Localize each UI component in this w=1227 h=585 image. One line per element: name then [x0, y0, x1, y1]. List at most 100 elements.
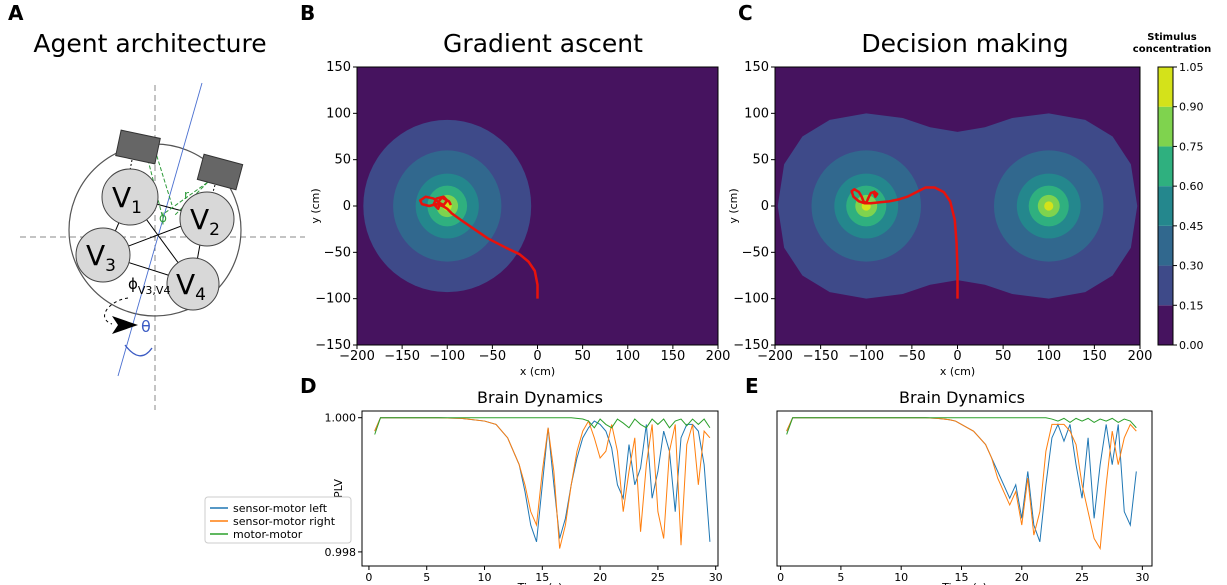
- x-tick-label: −50: [898, 349, 925, 364]
- colorbar-band: [1158, 186, 1173, 226]
- colorbar-band: [1158, 305, 1173, 345]
- x-axis-label: Time (s): [517, 581, 563, 585]
- panel-letter: C: [738, 1, 753, 25]
- trajectory: [418, 195, 539, 299]
- legend-label: sensor-motor left: [233, 502, 328, 515]
- sensor: [196, 153, 244, 191]
- node-v: V: [112, 181, 131, 214]
- x-tick-label: −50: [479, 349, 506, 364]
- x-tick-label: 150: [660, 349, 685, 364]
- x-tick-label: 10: [894, 571, 908, 584]
- y-tick-label: 0: [343, 199, 351, 214]
- x-tick-label: 50: [995, 349, 1012, 364]
- x-tick-label: 5: [423, 571, 430, 584]
- x-tick-label: −100: [429, 349, 465, 364]
- x-tick-label: 25: [651, 571, 665, 584]
- series-line: [374, 417, 711, 543]
- x-tick-label: 200: [1128, 349, 1153, 364]
- panel-title: Gradient ascent: [443, 29, 643, 58]
- rotation-arrow: [104, 297, 129, 325]
- y-tick-label: −50: [324, 245, 351, 260]
- node-label: V2: [190, 203, 220, 240]
- y-tick-label: −100: [315, 292, 351, 307]
- x-tick-label: 30: [1135, 571, 1149, 584]
- colorbar-tick-label: 1.05: [1179, 61, 1204, 74]
- y-tick-label: −100: [733, 292, 769, 307]
- y-axis-label: PLV: [332, 478, 345, 498]
- panel-letter: D: [300, 374, 317, 398]
- x-tick-label: 30: [709, 571, 723, 584]
- x-tick-label: −200: [339, 349, 375, 364]
- nodes: [75, 168, 235, 311]
- colorbar-tick-label: 0.75: [1179, 140, 1204, 153]
- colorbar-tick-label: 0.45: [1179, 220, 1204, 233]
- x-tick-label: 10: [478, 571, 492, 584]
- series-line: [786, 417, 1137, 435]
- colorbar-band: [1158, 265, 1173, 306]
- y-tick-label: 100: [326, 106, 351, 121]
- phi-label: ϕ: [159, 211, 167, 225]
- node-sub: 2: [209, 220, 220, 240]
- y-axis-label: y (cm): [727, 188, 740, 223]
- legend-label: motor-motor: [233, 528, 303, 541]
- x-axis-label: Time (s): [941, 581, 987, 585]
- y-tick-label: −150: [315, 338, 351, 353]
- x-tick-label: 15: [535, 571, 549, 584]
- x-tick-label: 100: [615, 349, 640, 364]
- colorbar-title: Stimulus: [1147, 32, 1196, 43]
- x-tick-label: −200: [757, 349, 793, 364]
- x-tick-label: −150: [803, 349, 839, 364]
- x-tick-label: 50: [574, 349, 591, 364]
- y-tick-label: −50: [742, 245, 769, 260]
- panel-title: Agent architecture: [33, 29, 266, 58]
- contour-layer: [775, 67, 1140, 345]
- y-tick-label: 50: [334, 153, 351, 168]
- panel-title: Decision making: [861, 29, 1068, 58]
- r-label: r: [184, 188, 189, 202]
- y-tick-label: 100: [744, 106, 769, 121]
- y-tick-label: 0: [761, 199, 769, 214]
- x-tick-label: −150: [384, 349, 420, 364]
- x-axis-label: x (cm): [520, 365, 555, 378]
- edge-phi: ϕ: [128, 275, 138, 293]
- x-tick-label: 15: [954, 571, 968, 584]
- node-label: V3: [86, 239, 116, 276]
- series-line: [786, 417, 1137, 543]
- x-tick-label: 150: [1082, 349, 1107, 364]
- plot-frame: [776, 410, 1153, 567]
- legend-label: sensor-motor right: [233, 515, 336, 528]
- trajectory: [850, 186, 959, 299]
- x-tick-label: −100: [848, 349, 884, 364]
- y-tick-label: 150: [326, 60, 351, 75]
- theta-arc: [124, 344, 153, 357]
- contour-layer: [357, 67, 718, 345]
- x-tick-label: 200: [706, 349, 731, 364]
- colorbar-band: [1158, 106, 1173, 147]
- heading-line: [117, 82, 203, 377]
- y-tick-label: 1.000: [325, 412, 357, 425]
- x-tick-label: 5: [837, 571, 844, 584]
- colorbar-band: [1158, 67, 1173, 107]
- node-v: V: [176, 268, 195, 301]
- sensor: [115, 129, 161, 165]
- y-tick-label: 0.998: [325, 546, 357, 559]
- sensor-link: [129, 159, 133, 171]
- node-sub: 3: [105, 256, 116, 276]
- x-tick-label: 100: [1036, 349, 1061, 364]
- arrow-head: [112, 316, 138, 334]
- x-tick-label: 0: [777, 571, 784, 584]
- x-tick-label: 20: [593, 571, 607, 584]
- y-axis-label: y (cm): [309, 188, 322, 223]
- x-tick-label: 0: [365, 571, 372, 584]
- panel-letter: E: [745, 374, 759, 398]
- series-line: [374, 417, 711, 435]
- node-sub: 1: [131, 198, 142, 218]
- edge-sub: V3,V4: [138, 284, 171, 297]
- y-tick-label: −150: [733, 338, 769, 353]
- x-tick-label: 20: [1015, 571, 1029, 584]
- node-label: V4: [176, 268, 206, 305]
- panel-title: Brain Dynamics: [477, 388, 603, 407]
- colorbar-tick-label: 0.90: [1179, 101, 1204, 114]
